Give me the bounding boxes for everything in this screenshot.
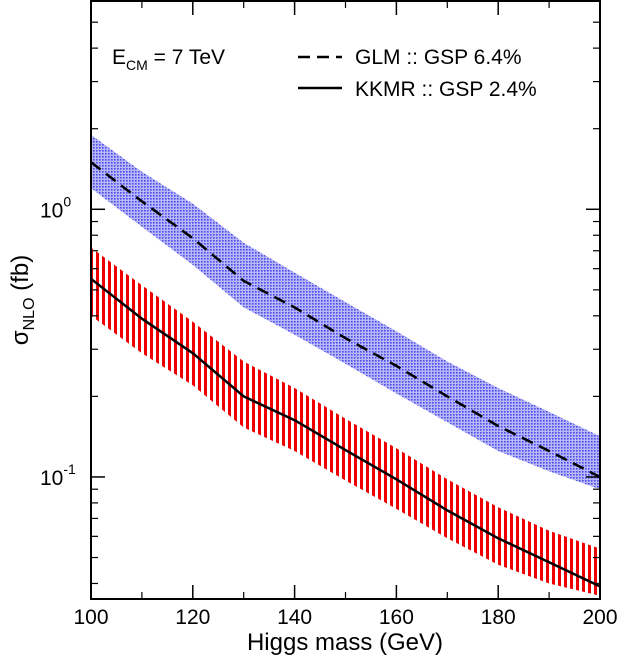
tick-labels: 100 120 140 160 180 200 100 10-1 [40,193,618,629]
x-tick-label: 180 [481,606,516,629]
line-series-0 [91,161,600,479]
annotation-subscript: CM [126,57,148,73]
x-tick-label: 100 [73,606,108,629]
x-axis-title: Higgs mass (GeV) [247,629,443,656]
legend: GLM :: GSP 6.4% KKMR :: GSP 2.4% [298,46,537,101]
legend-label-glm: GLM :: GSP 6.4% [355,46,522,69]
band-series-0 [91,134,600,490]
x-tick-label: 200 [582,606,617,629]
y-axis-symbol: σ [7,330,34,345]
y-axis-unit: (fb) [7,255,34,298]
x-tick-label: 160 [379,606,414,629]
x-tick-label: 120 [175,606,210,629]
central-lines [91,161,600,588]
y-tick-label: 100 [40,193,71,222]
legend-label-kkmr: KKMR :: GSP 2.4% [355,78,537,101]
energy-annotation: ECM = 7 TeV [112,46,225,73]
x-tick-label: 140 [277,606,312,629]
y-tick-label: 10-1 [40,461,76,490]
y-axis-subscript: NLO [21,297,38,330]
line-series-1 [91,277,600,588]
annotation-main: E [112,46,126,69]
uncertainty-bands [91,134,600,596]
annotation-rest: = 7 TeV [148,46,225,69]
y-axis-title: σNLO (fb) [7,255,38,345]
axes [90,0,601,600]
band-series-1 [91,247,600,596]
